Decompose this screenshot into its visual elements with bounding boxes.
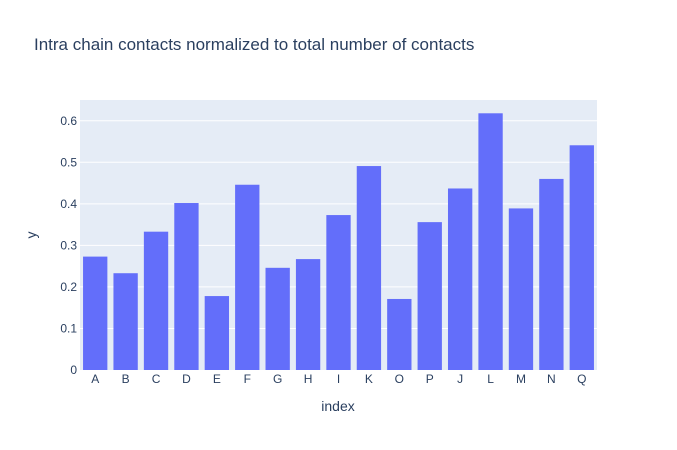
bar-J[interactable] — [447, 188, 473, 370]
y-tick-label: 0.3 — [60, 238, 77, 252]
bar-I[interactable] — [326, 215, 351, 370]
bar-O[interactable] — [387, 298, 412, 370]
x-tick-label: D — [182, 372, 191, 386]
x-tick-label: B — [122, 372, 130, 386]
x-tick-label: J — [457, 372, 463, 386]
bar-B[interactable] — [113, 273, 138, 370]
y-axis-ticks: 0 0.1 0.2 0.3 0.4 0.5 0.6 — [60, 114, 77, 377]
y-tick-label: 0.4 — [60, 197, 77, 211]
bar-Q[interactable] — [569, 145, 594, 370]
x-tick-label: F — [244, 372, 251, 386]
x-tick-label: O — [395, 372, 404, 386]
x-tick-label: C — [152, 372, 161, 386]
x-tick-label: Q — [577, 372, 586, 386]
x-tick-label: H — [304, 372, 313, 386]
x-tick-label: E — [213, 372, 221, 386]
x-tick-label: G — [273, 372, 282, 386]
x-tick-label: N — [547, 372, 556, 386]
y-tick-label: 0.2 — [60, 280, 77, 294]
x-tick-label: M — [516, 372, 526, 386]
bar-G[interactable] — [265, 267, 290, 370]
bars — [83, 113, 594, 371]
bar-N[interactable] — [539, 178, 564, 370]
bar-P[interactable] — [417, 222, 442, 370]
bar-C[interactable] — [143, 231, 169, 370]
bar-L[interactable] — [478, 113, 503, 371]
y-tick-label: 0.6 — [60, 114, 77, 128]
bar-F[interactable] — [235, 184, 260, 370]
x-tick-label: A — [91, 372, 99, 386]
bar-H[interactable] — [295, 259, 321, 370]
chart-title: Intra chain contacts normalized to total… — [34, 35, 474, 54]
x-axis-label: index — [321, 398, 354, 414]
x-tick-label: L — [487, 372, 494, 386]
x-tick-label: P — [426, 372, 434, 386]
bar-E[interactable] — [204, 296, 230, 370]
y-tick-label: 0.1 — [60, 321, 77, 335]
bar-D[interactable] — [174, 203, 199, 370]
bar-M[interactable] — [508, 208, 534, 370]
x-tick-label: I — [337, 372, 340, 386]
bar-A[interactable] — [83, 256, 108, 370]
x-tick-label: K — [365, 372, 373, 386]
y-tick-label: 0.5 — [60, 155, 77, 169]
y-axis-label: y — [23, 232, 39, 239]
y-tick-label: 0 — [70, 363, 77, 377]
bar-K[interactable] — [356, 166, 382, 370]
